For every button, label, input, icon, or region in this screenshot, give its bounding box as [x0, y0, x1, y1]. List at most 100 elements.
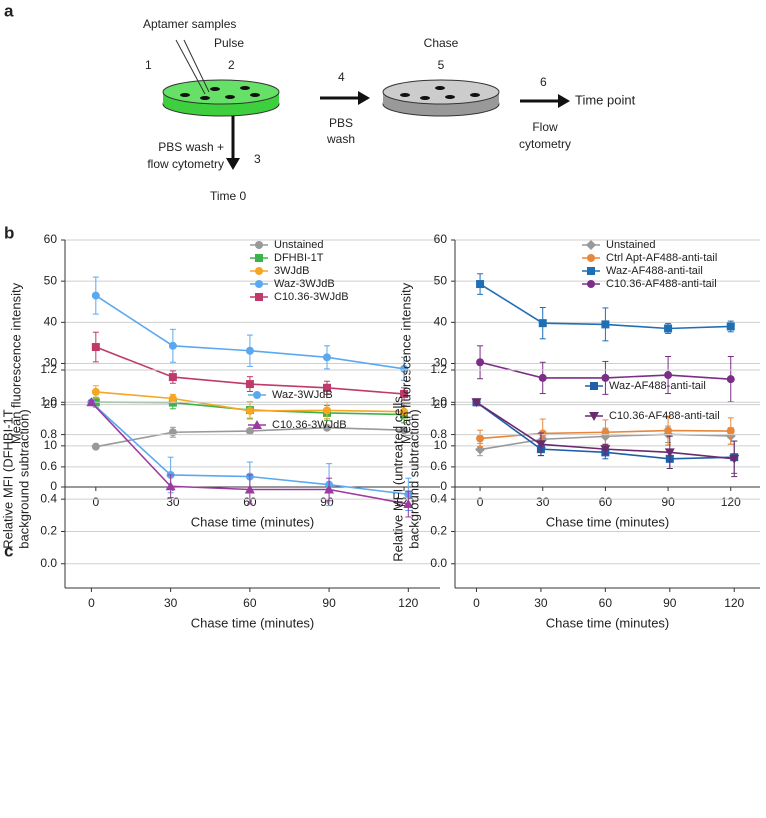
y-tick-label: 20 — [434, 397, 448, 411]
y-tick-label: 60 — [434, 232, 448, 246]
x-tick-label: 90 — [320, 495, 334, 509]
y-tick-label: 0.4 — [430, 491, 447, 505]
y-tick-label: 0 — [50, 479, 57, 493]
marker — [587, 267, 595, 275]
y-tick-label: 10 — [434, 438, 448, 452]
y-axis-label: Relative MFI (untreated cells — [390, 396, 405, 562]
legend-label: Waz-AF488-anti-tail — [609, 380, 706, 392]
cells — [400, 86, 480, 100]
dish-top — [382, 79, 500, 105]
label: Aptamer samples — [143, 17, 236, 31]
marker — [324, 484, 335, 494]
label: cytometry — [519, 137, 571, 151]
legend-label: Waz-3WJdB — [272, 389, 333, 401]
label: PBS — [329, 116, 353, 130]
marker — [255, 254, 263, 262]
pipette — [175, 39, 206, 95]
marker — [165, 481, 176, 491]
x-tick-label: 60 — [599, 596, 613, 610]
y-tick-label: 0.6 — [40, 459, 57, 473]
y-tick-label: 1.0 — [430, 394, 447, 408]
x-tick-label: 0 — [92, 495, 99, 509]
x-tick-label: 30 — [166, 495, 180, 509]
y-tick-label: 1.0 — [40, 394, 57, 408]
marker — [589, 412, 599, 421]
marker — [255, 241, 263, 249]
y-tick-label: 0 — [440, 479, 447, 493]
x-tick-label: 0 — [473, 596, 480, 610]
legend-label: DFHBI-1T — [274, 252, 324, 264]
marker — [322, 423, 331, 432]
x-tick-label: 0 — [477, 495, 484, 509]
pipette — [183, 39, 210, 93]
marker — [586, 240, 596, 250]
marker — [587, 280, 595, 288]
y-axis-label: Relative MFI (DFHBI-1T — [0, 409, 15, 548]
marker — [538, 429, 547, 438]
marker — [91, 291, 100, 300]
marker — [322, 353, 331, 362]
marker — [245, 346, 254, 355]
label: Flow — [532, 120, 558, 134]
x-tick-label: 90 — [661, 495, 675, 509]
y-tick-label: 60 — [44, 232, 58, 246]
step: 1 — [145, 58, 152, 72]
dish-top — [162, 79, 280, 105]
marker — [252, 420, 262, 429]
marker — [86, 397, 97, 407]
y-tick-label: 0.2 — [40, 524, 57, 538]
marker — [726, 375, 735, 384]
marker — [538, 373, 547, 382]
y-tick-label: 1.2 — [40, 362, 57, 376]
x-tick-label: 90 — [663, 596, 677, 610]
y-tick-label: 40 — [434, 315, 448, 329]
marker — [535, 440, 546, 450]
marker — [664, 448, 675, 458]
marker — [476, 358, 485, 367]
marker — [476, 280, 485, 289]
marker — [600, 445, 611, 455]
legend-label: C10.36-3WJdB — [274, 291, 349, 303]
legend-label: Waz-3WJdB — [274, 278, 335, 290]
marker — [400, 407, 409, 416]
legend-label: Waz-AF488-anti-tail — [606, 265, 703, 277]
x-tick-label: 30 — [536, 495, 550, 509]
marker — [471, 398, 482, 408]
marker — [322, 406, 331, 415]
marker — [400, 426, 409, 435]
label: Time point — [575, 92, 636, 107]
marker — [587, 254, 595, 262]
y-tick-label: 0.4 — [40, 491, 57, 505]
arrows — [226, 91, 570, 170]
x-tick-label: 120 — [724, 596, 744, 610]
marker — [664, 426, 673, 435]
x-tick-label: 30 — [534, 596, 548, 610]
x-axis-label: Chase time (minutes) — [191, 615, 315, 630]
step: 3 — [254, 152, 261, 166]
y-tick-label: 0.2 — [430, 524, 447, 538]
step: 4 — [338, 70, 345, 84]
marker — [245, 380, 254, 389]
marker — [168, 341, 177, 350]
marker — [400, 364, 409, 373]
x-tick-label: 60 — [243, 596, 257, 610]
y-axis-label: background subtraction) — [406, 409, 421, 548]
step: 6 — [540, 75, 547, 89]
y-axis-label: background subtraction) — [16, 409, 31, 548]
marker — [403, 499, 414, 509]
marker — [168, 373, 177, 382]
cells — [180, 86, 260, 100]
legend-label: Unstained — [274, 239, 324, 251]
y-tick-label: 40 — [44, 315, 58, 329]
y-tick-label: 0.0 — [40, 556, 57, 570]
marker — [400, 389, 409, 398]
legend-label: Ctrl Apt-AF488-anti-tail — [606, 252, 717, 264]
panel-label: b — [4, 223, 14, 242]
x-tick-label: 30 — [164, 596, 178, 610]
marker — [664, 324, 673, 333]
marker — [476, 434, 485, 443]
marker — [590, 382, 598, 390]
y-tick-label: 30 — [434, 356, 448, 370]
legend-label: C10.36-3WJdB — [272, 419, 347, 431]
